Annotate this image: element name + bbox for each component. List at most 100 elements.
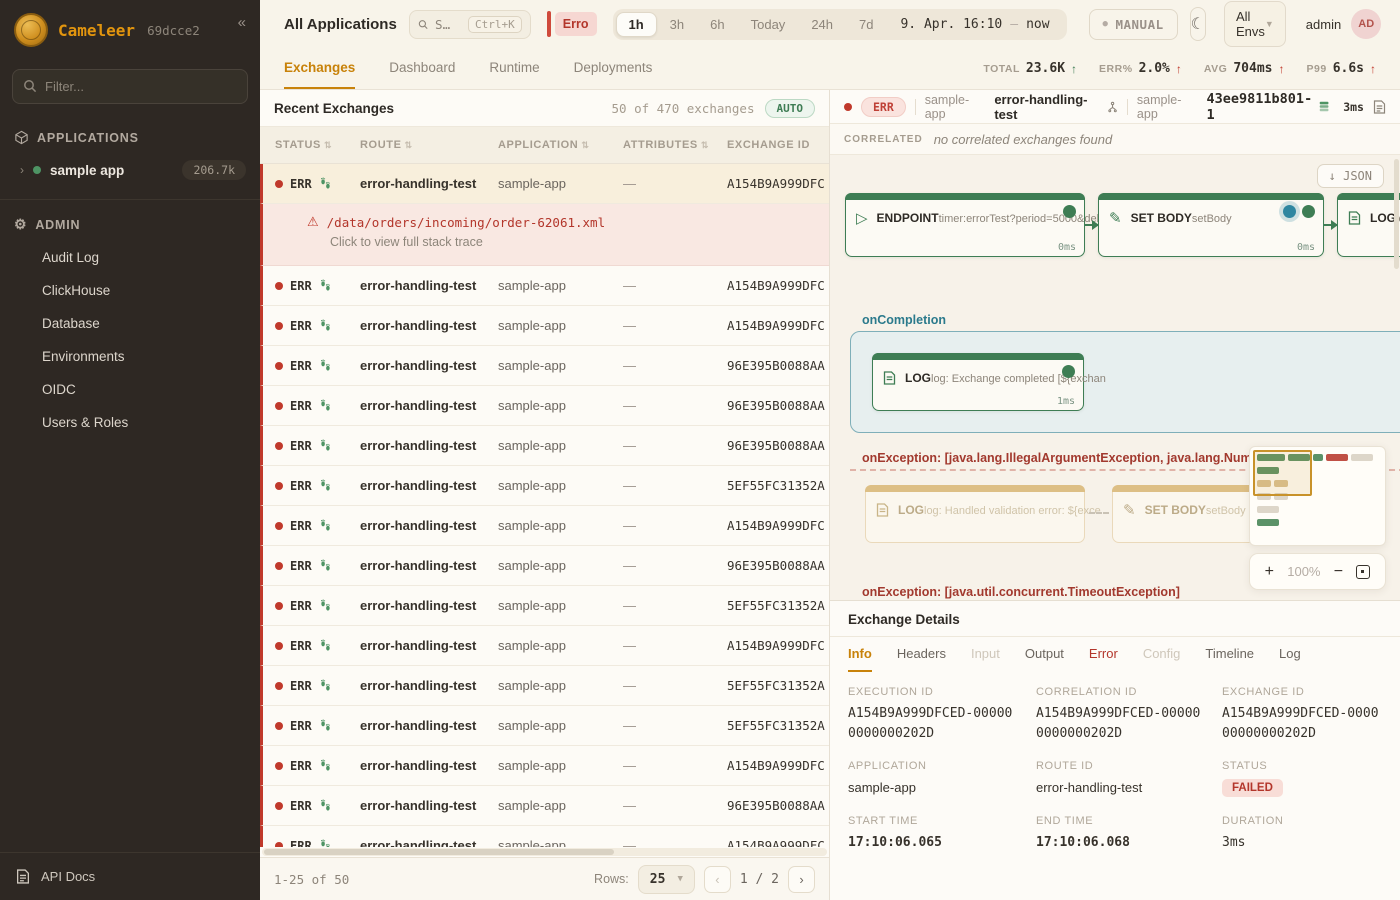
error-dot (275, 641, 283, 650)
flow-node-log[interactable]: LOGlog: Sta (1337, 193, 1400, 257)
tab-headers[interactable]: Headers (896, 646, 946, 661)
stack-trace-hint[interactable]: Click to view full stack trace (330, 235, 483, 249)
column-header-status[interactable]: STATUS ⇅ (275, 139, 333, 151)
column-header-application[interactable]: APPLICATION ⇅ (498, 139, 590, 151)
table-row[interactable]: ERR error-handling-test sample-app — 5EF… (260, 706, 829, 746)
prev-page-button[interactable]: ‹ (703, 865, 731, 893)
table-row[interactable]: ERR error-handling-test sample-app — A15… (260, 746, 829, 786)
search-input[interactable] (435, 16, 462, 32)
exchange-short-id[interactable]: 43ee9811b801-1 (1207, 91, 1331, 123)
table-row[interactable]: ERR error-handling-test sample-app — 96E… (260, 546, 829, 586)
tab-output[interactable]: Output (1024, 646, 1064, 661)
rows-per-page-select[interactable]: 25 ▼ (637, 864, 695, 894)
tab-config[interactable]: Config (1142, 646, 1181, 661)
flow-node-set-body[interactable]: ✎ SET BODYsetBody 0ms (1098, 193, 1324, 257)
table-row[interactable]: ERR error-handling-test sample-app — 5EF… (260, 586, 829, 626)
row-attributes: — (623, 638, 636, 653)
date-range-display[interactable]: 9. Apr. 16:10 – now (886, 17, 1063, 32)
download-json-button[interactable]: ↓ JSON (1316, 164, 1384, 188)
tab-timeline[interactable]: Timeline (1205, 646, 1255, 661)
tab-exchanges[interactable]: Exchanges (284, 48, 356, 89)
table-row[interactable]: ERR error-handling-test sample-app — A15… (260, 826, 829, 847)
tab-error[interactable]: Error (1088, 646, 1118, 661)
tab-deployments[interactable]: Deployments (573, 60, 653, 75)
tab-input[interactable]: Input (970, 646, 1000, 661)
table-row[interactable]: ERR error-handling-test sample-app — A15… (260, 626, 829, 666)
tab-runtime[interactable]: Runtime (489, 60, 540, 75)
open-log-button[interactable] (1373, 99, 1386, 114)
correlated-text: no correlated exchanges found (933, 131, 1113, 147)
zoom-out-button[interactable]: − (1333, 562, 1344, 580)
time-range-1h[interactable]: 1h (615, 11, 657, 37)
document-icon (1373, 99, 1386, 114)
row-route: error-handling-test (360, 798, 477, 813)
error-filter-chip[interactable]: Erro (554, 12, 597, 36)
table-row[interactable]: ERR error-handling-test sample-app — A15… (260, 306, 829, 346)
route-flow-canvas[interactable]: ↓ JSON ▷ ENDPOINTtimer:errorTest?period=… (830, 155, 1400, 600)
sidebar-item-users-roles[interactable]: Users & Roles (42, 415, 129, 430)
user-area: admin AD (1306, 9, 1382, 39)
tab-dashboard[interactable]: Dashboard (389, 60, 456, 75)
row-status-label: ERR (290, 358, 312, 373)
error-dot (275, 601, 283, 610)
api-docs-link[interactable]: API Docs (0, 852, 260, 900)
sidebar-item-clickhouse[interactable]: ClickHouse (42, 283, 111, 298)
fit-view-button[interactable] (1356, 564, 1371, 579)
sidebar-item-audit-log[interactable]: Audit Log (42, 250, 100, 265)
detail-route[interactable]: error-handling-test (994, 92, 1118, 122)
auto-refresh-badge[interactable]: AUTO (764, 98, 815, 118)
table-row[interactable]: ERR error-handling-test sample-app — A15… (260, 266, 829, 306)
flow-node-exception-log[interactable]: LOGlog: Handled validation error: ${exce (865, 485, 1101, 543)
chevron-right-icon[interactable]: › (20, 163, 24, 177)
column-header-exchange-id[interactable]: EXCHANGE ID (727, 139, 810, 151)
row-status-label: ERR (290, 718, 312, 733)
pagination-range: 1-25 of 50 (274, 871, 350, 887)
vertical-scrollbar-thumb[interactable] (1394, 159, 1399, 269)
table-row[interactable]: ERR error-handling-test sample-app — A15… (260, 506, 829, 546)
pagination-bar: 1-25 of 50 Rows: 25 ▼ ‹ 1 / 2 › (260, 857, 829, 900)
tab-log[interactable]: Log (1279, 646, 1301, 661)
sidebar-item-environments[interactable]: Environments (42, 349, 125, 364)
error-expansion[interactable]: ⚠ /data/orders/incoming/order-62061.xml … (260, 204, 829, 266)
column-header-attributes[interactable]: ATTRIBUTES ⇅ (623, 139, 710, 151)
minimap-viewport[interactable] (1253, 450, 1312, 496)
dark-mode-toggle[interactable]: ☾ (1189, 7, 1206, 41)
filter-input[interactable] (12, 69, 248, 104)
time-range-today[interactable]: Today (750, 16, 786, 32)
row-application: sample-app (498, 278, 566, 293)
sidebar-item-database[interactable]: Database (42, 316, 100, 331)
scrollbar-thumb[interactable] (264, 849, 615, 855)
filter-chip-clipped[interactable] (546, 11, 551, 37)
row-attributes: — (623, 398, 636, 413)
sidebar-item-sample-app[interactable]: › sample app 206.7k (0, 153, 260, 187)
sidebar-item-oidc[interactable]: OIDC (42, 382, 76, 397)
flow-node-endpoint[interactable]: ▷ ENDPOINTtimer:errorTest?period=5000&de… (845, 193, 1105, 257)
row-application: sample-app (498, 398, 566, 413)
time-range-3h[interactable]: 3h (669, 16, 685, 32)
table-row[interactable]: ERR error-handling-test sample-app — A15… (260, 164, 829, 204)
row-attributes: — (623, 278, 636, 293)
flow-node-completion-log[interactable]: LOGlog: Exchange completed [${exchan 1ms (872, 353, 1106, 411)
next-page-button[interactable]: › (788, 865, 815, 893)
collapse-sidebar-icon[interactable]: « (237, 14, 246, 31)
time-range-7d[interactable]: 7d (859, 16, 874, 32)
time-range-24h[interactable]: 24h (811, 16, 834, 32)
route-fork-icon (1108, 101, 1117, 112)
table-row[interactable]: ERR error-handling-test sample-app — 96E… (260, 426, 829, 466)
field-duration: DURATION 3ms (1222, 814, 1284, 850)
table-row[interactable]: ERR error-handling-test sample-app — 5EF… (260, 466, 829, 506)
manual-refresh-button[interactable]: ● MANUAL (1088, 8, 1178, 40)
table-row[interactable]: ERR error-handling-test sample-app — 96E… (260, 346, 829, 386)
time-range-6h[interactable]: 6h (710, 16, 725, 32)
column-header-route[interactable]: ROUTE ⇅ (360, 139, 413, 151)
tab-info[interactable]: Info (848, 637, 872, 672)
avatar[interactable]: AD (1351, 9, 1382, 39)
table-row[interactable]: ERR error-handling-test sample-app — 96E… (260, 786, 829, 826)
table-row[interactable]: ERR error-handling-test sample-app — 96E… (260, 386, 829, 426)
environment-select[interactable]: All Envs ▼ (1223, 1, 1286, 47)
row-application: sample-app (498, 638, 566, 653)
table-row[interactable]: ERR error-handling-test sample-app — 5EF… (260, 666, 829, 706)
global-search[interactable]: Ctrl+K (408, 9, 531, 39)
flow-minimap[interactable] (1249, 446, 1386, 546)
zoom-in-button[interactable]: + (1264, 562, 1274, 580)
